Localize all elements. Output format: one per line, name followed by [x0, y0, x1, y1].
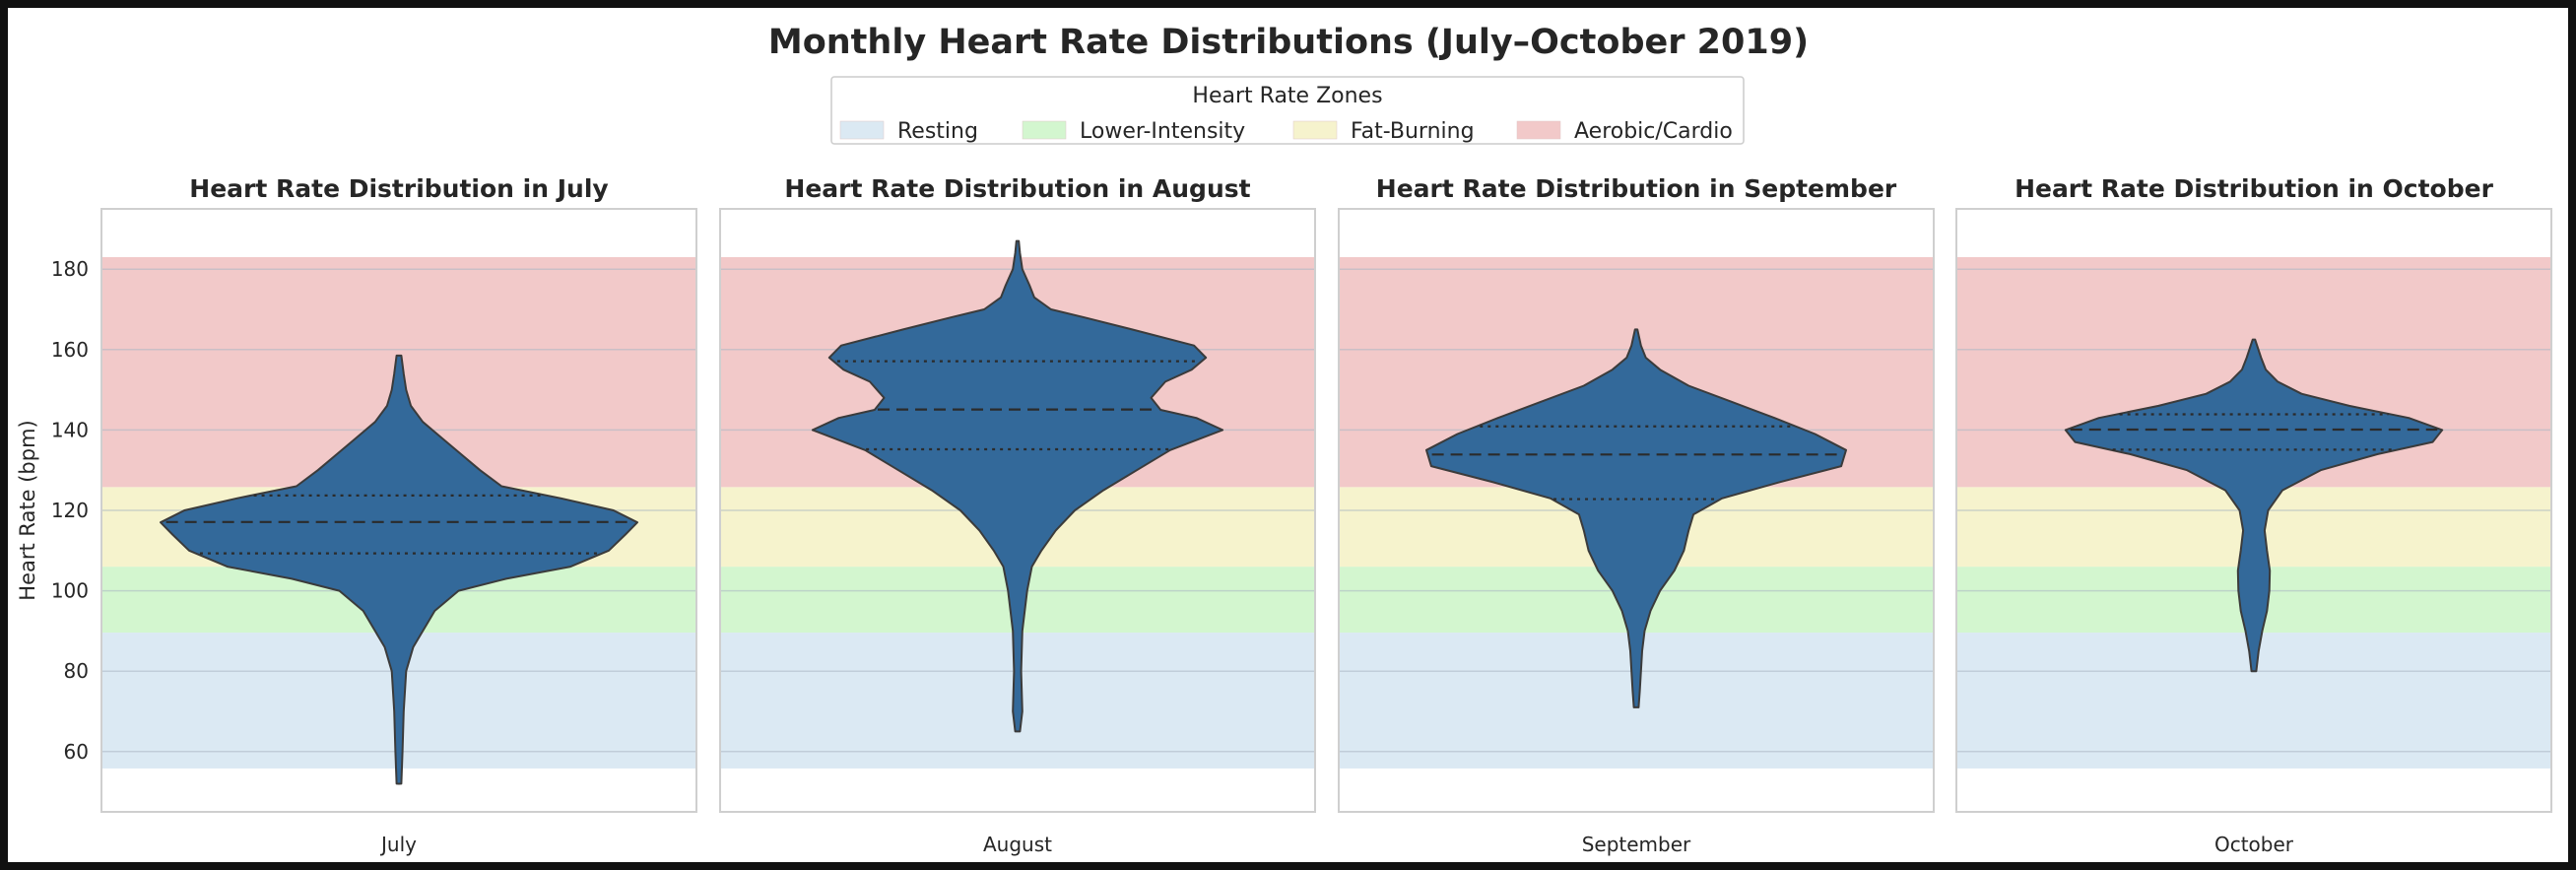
panel-frame — [1955, 208, 2552, 813]
panel-frame — [719, 208, 1316, 813]
y-tick-label: 80 — [64, 659, 89, 683]
y-axis-label: Heart Rate (bpm) — [16, 420, 39, 600]
panel-title: Heart Rate Distribution in September — [1376, 174, 1897, 203]
panel-september: Heart Rate Distribution in September Sept… — [1338, 174, 1935, 856]
chart-title: Monthly Heart Rate Distributions (July–O… — [768, 23, 1809, 62]
legend-label: Lower-Intensity — [1080, 119, 1245, 144]
legend-swatch — [1022, 120, 1067, 140]
x-tick-label: August — [983, 833, 1052, 856]
y-tick-label: 100 — [51, 579, 89, 603]
legend-swatch — [839, 120, 885, 140]
violin-body — [2064, 338, 2444, 673]
y-tick-label: 120 — [51, 499, 89, 522]
legend-item: Fat-Burning — [1292, 119, 1475, 144]
violin-body — [1425, 328, 1847, 708]
panel-title: Heart Rate Distribution in August — [784, 174, 1250, 203]
violin-chart: Monthly Heart Rate Distributions (July–O… — [16, 23, 2552, 856]
x-tick-label: July — [379, 833, 417, 856]
legend-swatch — [1292, 120, 1338, 140]
y-tick-label: 60 — [64, 740, 89, 764]
legend-label: Resting — [897, 119, 978, 144]
y-tick-label: 160 — [51, 338, 89, 362]
violin-body — [811, 239, 1224, 733]
panel-july: Heart Rate Distribution in July July 60 80 1… — [51, 174, 697, 856]
panel-frame — [1338, 208, 1935, 813]
y-tick-label: 140 — [51, 418, 89, 441]
x-tick-label: September — [1582, 833, 1691, 856]
y-tick-label: 180 — [51, 257, 89, 281]
legend: Heart Rate Zones Resting Lower-Intensity F… — [830, 76, 1745, 145]
legend-item: Resting — [839, 119, 978, 144]
x-tick-label: October — [2214, 833, 2294, 856]
legend-label: Fat-Burning — [1351, 119, 1475, 144]
panel-frame — [100, 208, 697, 813]
violin-body — [160, 354, 638, 785]
legend-item: Lower-Intensity — [1022, 119, 1245, 144]
figure: Monthly Heart Rate Distributions (July–O… — [8, 8, 2568, 862]
panel-title: Heart Rate Distribution in July — [189, 174, 608, 203]
legend-swatch — [1516, 120, 1561, 140]
legend-title: Heart Rate Zones — [1192, 84, 1382, 108]
legend-label: Aerobic/Cardio — [1574, 119, 1733, 144]
panel-august: Heart Rate Distribution in August August — [719, 174, 1316, 856]
panel-title: Heart Rate Distribution in October — [2015, 174, 2494, 203]
panel-october: Heart Rate Distribution in October Octobe… — [1955, 174, 2552, 856]
legend-item: Aerobic/Cardio — [1516, 119, 1733, 144]
